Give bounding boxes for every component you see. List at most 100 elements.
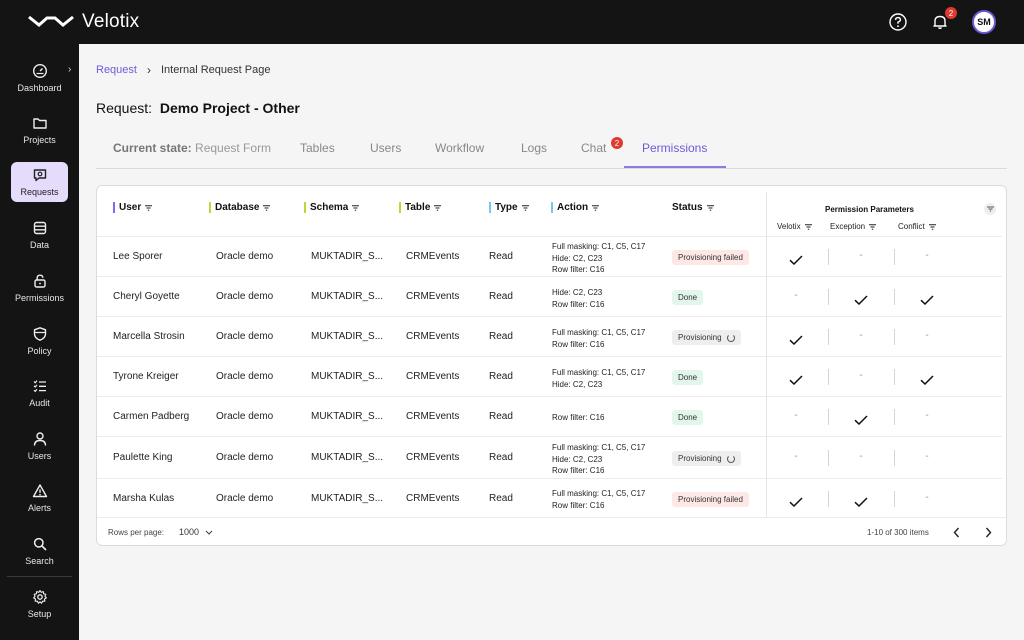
param-empty: - [925,492,929,503]
action-line: Row filter: C16 [552,299,605,309]
tab-bar: Current state: Request Form Tables Users… [96,134,1007,169]
checkmark-icon [789,332,803,346]
action-line: Full masking: C1, C5, C17 [552,443,646,452]
table-row[interactable]: Paulette King Oracle demo MUKTADIR_S... CRM… [97,436,1002,478]
cell-schema: MUKTADIR_S... [311,331,384,342]
permission-params-settings-icon[interactable] [984,203,996,215]
table-row[interactable]: Tyrone Kreiger Oracle demo MUKTADIR_S... CR… [97,356,1002,396]
column-marker [209,202,211,213]
filter-icon[interactable] [592,204,600,211]
filter-icon[interactable] [145,204,153,211]
request-bubble-icon [33,169,46,182]
column-header-user[interactable]: User [113,202,153,213]
sidebar-item-setup[interactable]: Setup [11,584,68,624]
rows-per-page-select[interactable]: 1000 [179,527,213,537]
filter-icon[interactable] [804,223,812,230]
cell-user: Tyrone Kreiger [113,371,179,382]
param-empty: - [859,451,863,462]
chat-count-badge: 2 [611,137,623,149]
tab-workflow[interactable]: Workflow [435,141,485,155]
sidebar-item-dashboard[interactable]: Dashboard [11,58,68,98]
param-separator [828,491,829,507]
status-badge: Provisioning [672,330,741,345]
sidebar-item-projects[interactable]: Projects [11,110,68,150]
cell-table: CRMEvents [406,493,460,504]
next-page-button[interactable] [982,526,994,538]
sidebar-item-permissions[interactable]: Permissions [11,268,68,308]
action-line: Row filter: C16 [552,413,605,422]
column-header-action[interactable]: Action [551,202,600,213]
sidebar-item-data[interactable]: Data [11,215,68,255]
permission-params-title: Permission Parameters [825,205,914,214]
sidebar-item-users[interactable]: Users [11,426,68,466]
cell-action: Full masking: C1, C5, C17 Hide: C2, C23 [552,367,645,390]
param-header-exception[interactable]: Exception [830,222,877,231]
cell-user: Cheryl Goyette [113,291,180,302]
breadcrumb-link-request[interactable]: Request [96,64,137,76]
param-separator [894,409,895,425]
cell-user: Marsha Kulas [113,493,175,504]
app-logo[interactable]: Velotix [28,11,139,33]
tab-chat[interactable]: Chat [581,141,607,155]
top-bar: Velotix 2 SM [0,0,1024,44]
column-header-database[interactable]: Database [209,202,271,213]
filter-icon[interactable] [263,204,271,211]
param-separator [828,409,829,425]
filter-icon[interactable] [434,204,442,211]
breadcrumb: Request › Internal Request Page [96,63,270,77]
checklist-icon [33,380,46,393]
sidebar-expand-chevron-icon[interactable]: › [68,64,72,75]
filter-icon[interactable] [928,223,936,230]
cell-table: CRMEvents [406,452,460,463]
column-header-status[interactable]: Status [672,202,714,213]
param-separator [894,491,895,507]
action-line: Row filter: C16 [552,466,605,475]
cell-table: CRMEvents [406,331,460,342]
user-avatar[interactable]: SM [972,10,996,34]
cell-database: Oracle demo [216,411,274,422]
filter-icon[interactable] [869,223,877,230]
permissions-table-card: User Database Schema Table Type Action Status V… [96,185,1007,546]
column-header-schema[interactable]: Schema [304,202,360,213]
chevron-left-icon [953,527,959,537]
param-header-conflict[interactable]: Conflict [898,222,936,231]
column-header-type[interactable]: Type [489,202,529,213]
warning-icon [32,484,47,498]
table-row[interactable]: Carmen Padberg Oracle demo MUKTADIR_S... CR… [97,396,1002,436]
cell-type: Read [489,371,513,382]
cell-schema: MUKTADIR_S... [311,452,384,463]
cell-schema: MUKTADIR_S... [311,493,384,504]
table-row[interactable]: Marsha Kulas Oracle demo MUKTADIR_S... CRME… [97,478,1002,517]
filter-icon[interactable] [706,204,714,211]
table-row[interactable]: Cheryl Goyette Oracle demo MUKTADIR_S... CR… [97,276,1002,316]
param-separator [894,450,895,466]
sidebar-item-requests[interactable]: Requests [11,162,68,202]
notifications-bell-icon[interactable]: 2 [930,7,957,32]
tab-logs[interactable]: Logs [521,141,548,155]
cell-action: Full masking: C1, C5, C17 Hide: C2, C23 Ro… [552,241,645,276]
action-line: Full masking: C1, C5, C17 [552,489,646,498]
cell-table: CRMEvents [406,291,460,302]
cell-action: Row filter: C16 [552,412,604,424]
checkmark-icon [789,494,803,508]
tab-users[interactable]: Users [370,141,402,155]
param-header-velotix[interactable]: Velotix [777,222,812,231]
column-header-table[interactable]: Table [399,202,442,213]
prev-page-button[interactable] [950,526,962,538]
tab-permissions[interactable]: Permissions [642,141,708,155]
table-row[interactable]: Marcella Strosin Oracle demo MUKTADIR_S...… [97,316,1002,356]
sidebar-item-policy[interactable]: Policy [11,321,68,361]
param-empty: - [794,290,798,301]
table-row[interactable]: Lee Sporer Oracle demo MUKTADIR_S... CRMEve… [97,236,1002,276]
param-separator [894,329,895,345]
filter-icon[interactable] [521,204,529,211]
tab-tables[interactable]: Tables [300,141,335,155]
help-icon[interactable] [888,12,908,32]
sidebar-item-alerts[interactable]: Alerts [11,478,68,518]
pagination-range: 1-10 of 300 items [867,528,929,537]
sidebar-item-search[interactable]: Search [11,531,68,571]
filter-icon[interactable] [352,204,360,211]
sidebar-item-audit[interactable]: Audit [11,373,68,413]
tab-current-state[interactable]: Current state: Request Form [113,141,272,155]
breadcrumb-current: Internal Request Page [160,64,271,76]
